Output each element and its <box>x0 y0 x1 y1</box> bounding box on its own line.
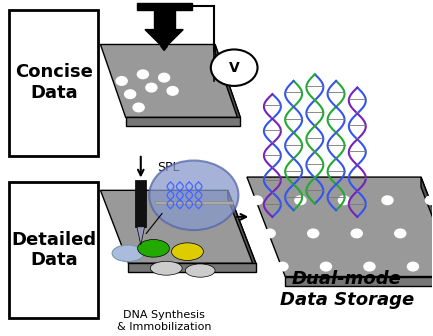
Circle shape <box>277 262 288 271</box>
Polygon shape <box>285 277 433 287</box>
Ellipse shape <box>171 243 204 260</box>
Circle shape <box>333 295 344 304</box>
Ellipse shape <box>138 240 169 257</box>
Circle shape <box>133 103 144 112</box>
Polygon shape <box>136 3 192 10</box>
Text: Dual-mode
Data Storage: Dual-mode Data Storage <box>280 270 414 309</box>
Polygon shape <box>215 44 240 126</box>
Text: V: V <box>229 61 239 75</box>
Text: Detailed
Data: Detailed Data <box>11 230 96 269</box>
Polygon shape <box>129 263 256 271</box>
Ellipse shape <box>150 261 182 275</box>
FancyBboxPatch shape <box>9 10 98 156</box>
Circle shape <box>426 196 433 205</box>
Polygon shape <box>161 46 168 50</box>
Polygon shape <box>154 10 175 30</box>
Circle shape <box>264 229 275 238</box>
Circle shape <box>295 196 306 205</box>
Polygon shape <box>100 190 256 263</box>
FancyBboxPatch shape <box>9 182 98 318</box>
Circle shape <box>252 196 262 205</box>
Circle shape <box>146 83 157 92</box>
Circle shape <box>320 262 332 271</box>
Polygon shape <box>145 30 183 48</box>
Circle shape <box>339 196 349 205</box>
Circle shape <box>158 73 170 82</box>
Polygon shape <box>135 180 146 227</box>
Ellipse shape <box>112 245 144 262</box>
Circle shape <box>420 295 431 304</box>
Circle shape <box>211 49 258 86</box>
Circle shape <box>364 262 375 271</box>
Circle shape <box>377 295 388 304</box>
Ellipse shape <box>185 264 215 277</box>
Polygon shape <box>247 177 433 277</box>
Circle shape <box>149 161 239 230</box>
Polygon shape <box>137 227 145 245</box>
Circle shape <box>167 87 178 95</box>
Circle shape <box>290 295 301 304</box>
Circle shape <box>382 196 393 205</box>
Polygon shape <box>126 117 240 126</box>
Circle shape <box>137 70 149 79</box>
Polygon shape <box>228 190 256 271</box>
Polygon shape <box>100 44 240 117</box>
Text: Concise
Data: Concise Data <box>15 63 93 102</box>
Circle shape <box>308 229 319 238</box>
Polygon shape <box>421 177 433 287</box>
Circle shape <box>395 229 406 238</box>
Circle shape <box>407 262 419 271</box>
Circle shape <box>125 90 136 98</box>
Text: SPL: SPL <box>157 161 180 174</box>
Polygon shape <box>155 201 233 204</box>
Text: DNA Synthesis
& Immobilization: DNA Synthesis & Immobilization <box>117 310 211 332</box>
Circle shape <box>116 77 127 85</box>
Circle shape <box>351 229 362 238</box>
